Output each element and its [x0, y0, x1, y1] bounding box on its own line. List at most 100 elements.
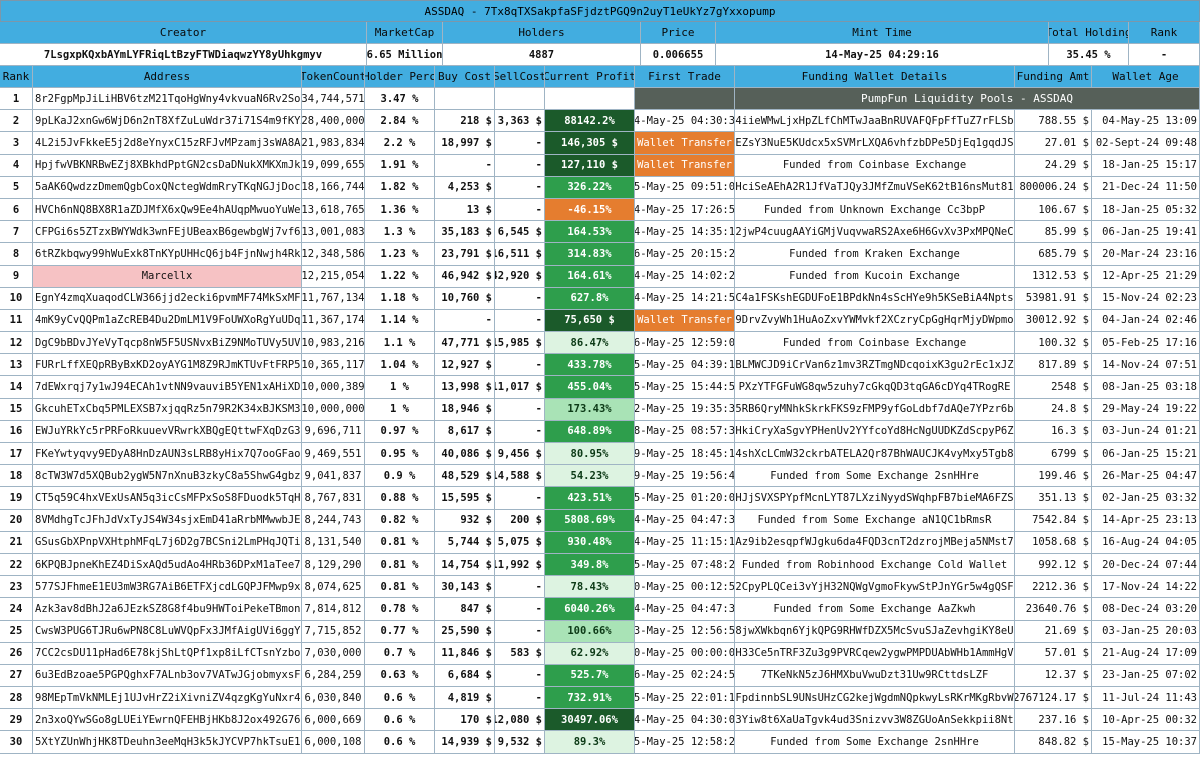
address-cell[interactable]: 5aAK6QwdzzDmemQgbCoxQNctegWdmRryTKqNGJjD… — [33, 176, 302, 199]
address-cell[interactable]: CT5q59C4hxVExUsAN5q3icCsMFPxSoS8FDuodk5T… — [33, 487, 302, 510]
wallet-age-cell: 08-Jan-25 03:18 — [1092, 376, 1200, 399]
funding-wallet-cell[interactable]: Funded from Some Exchange 2snHHre — [735, 731, 1015, 754]
rank-cell: 17 — [0, 443, 33, 466]
address-cell[interactable]: 6KPQBJpneKhEZ4DiSxAQd5udAo4HRb36DPxM1aTe… — [33, 553, 302, 577]
buy-cost-cell: 15,595 $ — [435, 487, 495, 510]
address-cell[interactable]: EWJuYRkYc5rPRFoRkuuevVRwrkXBQgEQttwFXqDz… — [33, 420, 302, 443]
wallet-age-cell: 03-Jan-25 20:03 — [1092, 620, 1200, 643]
address-cell[interactable]: FURrLffXEQpRByBxKD2oyAYG1M8Z9RJmKTUvFtFR… — [33, 354, 302, 377]
address-cell[interactable]: HpjfwVBKNRBwEZj8XBkhdPptGN2csDaDNukXMKXm… — [33, 154, 302, 177]
table-row: 1 8r2FgpMpJiLiHBV6tzM21TqoHgWny4vkvuaN6Rv… — [0, 88, 1200, 111]
buy-cost-cell: 25,590 $ — [435, 620, 495, 643]
funding-wallet-cell[interactable]: Funded from Some Exchange 2snHHre — [735, 465, 1015, 488]
funding-wallet-cell[interactable]: 8jwXWkbqn6YjkQPG9RHWfDZX5McSvuSJaZevhgiK… — [735, 620, 1015, 643]
funding-wallet-cell[interactable]: FpdinnbSL9UNsUHzCG2kejWgdmNQpkwyLsRKrMKg… — [735, 687, 1015, 710]
first-trade-cell: 19-May-25 18:45:18 — [635, 443, 735, 466]
first-trade-cell: 23-May-25 12:56:59 — [635, 620, 735, 643]
token-count-cell: 11,767,134 — [302, 287, 365, 310]
funding-wallet-cell[interactable]: Funded from Coinbase Exchange — [735, 154, 1015, 177]
buy-cost-cell: 5,744 $ — [435, 531, 495, 554]
funding-amt-cell: 848.82 $ — [1015, 731, 1092, 754]
token-count-cell: 9,469,551 — [302, 443, 365, 466]
address-cell[interactable]: 4L2i5JvFkkeE5j2d8eYnyxC15zRFJvMPzamj3sWA… — [33, 132, 302, 155]
funding-wallet-cell[interactable]: 2jwP4cuugAAYiGMjVuqvwaRS2Axe6H6GvXv3PxMP… — [735, 221, 1015, 244]
buy-cost-cell: 47,771 $ — [435, 332, 495, 355]
rank-cell: 30 — [0, 731, 33, 754]
funding-wallet-cell[interactable]: Funded from Unknown Exchange Cc3bpP — [735, 198, 1015, 222]
address-cell[interactable]: HVCh6nNQ8BX8R1aZDJMfX6xQw9Ee4hAUqpMwuoYu… — [33, 198, 302, 222]
address-cell[interactable]: 577SJFhmeE1EU3mW3RG7AiB6ETFXjcdLGQPJFMwp… — [33, 576, 302, 599]
holder-perc-cell: 1 % — [365, 376, 435, 399]
sell-cost-cell: 6,545 $ — [495, 221, 545, 244]
address-cell[interactable]: Marcellx — [33, 265, 302, 288]
funding-wallet-cell[interactable]: Funded from Some Exchange aN1QC1bRmsR — [735, 509, 1015, 532]
buy-cost-cell: 23,791 $ — [435, 243, 495, 266]
address-cell[interactable]: 8r2FgpMpJiLiHBV6tzM21TqoHgWny4vkvuaN6Rv2… — [33, 88, 302, 111]
funding-wallet-cell[interactable]: HciSeAEhA2R1JfVaTJQy3JMfZmuVSeK62tB16nsM… — [735, 176, 1015, 199]
token-count-cell: 10,000,000 — [302, 398, 365, 421]
funding-wallet-cell[interactable]: Funded from Coinbase Exchange — [735, 332, 1015, 355]
funding-wallet-cell[interactable]: 3Yiw8t6XaUaTgvk4ud3Snizvv3W8ZGUoAnSekkpi… — [735, 709, 1015, 732]
funding-wallet-cell[interactable]: Funded from Kraken Exchange — [735, 243, 1015, 266]
funding-wallet-cell[interactable]: Az9ib2esqpfWJgku6da4FQD3cnT2dzrojMBeja5N… — [735, 531, 1015, 554]
funding-wallet-cell[interactable]: 4shXcLCmW32ckrbATELA2Qr87BhWAUCJK4vyMxy5… — [735, 443, 1015, 466]
address-cell[interactable]: 4mK9yCvQQPm1aZcREB4Du2DmLM1V9FoUWXoRgYuU… — [33, 309, 302, 333]
funding-wallet-cell[interactable]: 9DrvZvyWh1HuAoZxvYWMvkf2XCzryCpGgHqrMjyD… — [735, 309, 1015, 333]
address-cell[interactable]: 6tRZkbqwy99hWuExk8TnKYpUHHcQ6jb4FjnNwjh4… — [33, 243, 302, 266]
address-cell[interactable]: 9pLKaJ2xnGw6WjD6n2nT8XfZuLuWdr37i71S4m9f… — [33, 110, 302, 133]
token-count-cell: 11,367,174 — [302, 309, 365, 333]
address-cell[interactable]: FKeYwtyqvy9EDyA8HnDzAUN3sLRB8yHix7Q7ooGF… — [33, 443, 302, 466]
address-cell[interactable]: GkcuhETxCbq5PMLEXSB7xjqqRz5n79R2K34xBJKS… — [33, 398, 302, 421]
address-cell[interactable]: EgnY4zmqXuaqodCLW366jjd2ecki6pvmMF74MkSx… — [33, 287, 302, 310]
address-cell[interactable]: 8VMdhgTcJFhJdVxTyJS4W34sjxEmD41aRrbMMwwb… — [33, 509, 302, 532]
first-trade-cell: Wallet Transfer — [635, 309, 735, 333]
funding-wallet-cell[interactable]: BLMWCJD9iCrVan6z1mv3RZTmgNDcqoixK3gu2rEc… — [735, 354, 1015, 377]
sell-cost-cell: 11,017 $ — [495, 376, 545, 399]
buy-cost-cell: - — [435, 154, 495, 177]
address-cell[interactable]: CFPGi6s5ZTzxBWYWdk3wnFEjUBeaxB6gewbgWj7v… — [33, 221, 302, 244]
funding-wallet-cell[interactable]: Funded from Some Exchange AaZkwh — [735, 598, 1015, 621]
buy-cost-cell: 8,617 $ — [435, 420, 495, 443]
funding-wallet-cell[interactable]: Funded from Kucoin Exchange — [735, 265, 1015, 288]
token-count-cell: 28,400,000 — [302, 110, 365, 133]
holder-perc-cell: 1.82 % — [365, 176, 435, 199]
address-cell[interactable]: Azk3av8dBhJ2a6JEzkSZ8G8f4bu9HWToiPekeTBm… — [33, 598, 302, 621]
rank-cell: 1 — [0, 88, 33, 111]
address-cell[interactable]: 6u3EdBzoae5PGPQghxF7ALnb3ov7VATwJGjobmyx… — [33, 664, 302, 688]
address-cell[interactable]: 98MEpTmVkNMLEj1UJvHrZ2iXivniZV4qzgKgYuNx… — [33, 687, 302, 710]
funding-wallet-cell[interactable]: 2CpyPLQCei3vYjH32NQWgVgmoFkywStPJnYGr5w4… — [735, 576, 1015, 599]
funding-wallet-cell[interactable]: PXzYTFGFuWG8qw5zuhy7cGkqQD3tqGA6cDYq4TRo… — [735, 376, 1015, 399]
address-cell[interactable]: GSusGbXPnpVXHtphMFqL7j6D2g7BCSni2LmPHqJQ… — [33, 531, 302, 554]
address-cell[interactable]: 7dEWxrqj7y1wJ94ECAh1vtNN9vauviB5YEN1xAHi… — [33, 376, 302, 399]
rank-cell: 16 — [0, 420, 33, 443]
funding-wallet-cell[interactable]: 4iieWMwLjxHpZLfChMTwJaaBnRUVAFQFpFfTuZ7r… — [735, 110, 1015, 133]
funding-wallet-cell[interactable]: HJjSVXSPYpfMcnLYT87LXziNyydSWqhpFB7bieMA… — [735, 487, 1015, 510]
address-cell[interactable]: 2n3xoQYwSGo8gLUEiYEwrnQFEHBjHKb8J2ox492G… — [33, 709, 302, 732]
address-cell[interactable]: 7CC2csDU11pHad6E78kjShLtQPf1xp8iLfCTsnYz… — [33, 642, 302, 665]
funding-wallet-cell[interactable]: C4a1FSKshEGDUFoE1BPdkNn4sScHYe9h5KSeBiA4… — [735, 287, 1015, 310]
funding-wallet-cell[interactable]: H33Ce5nTRF3Zu3g9PVRCqew2ygwPMPDUAbWHb1Am… — [735, 642, 1015, 665]
funding-wallet-cell[interactable]: 5RB6QryMNhkSkrkFKS9zFMP9yfGoLdbf7dAQe7YP… — [735, 398, 1015, 421]
creator-address[interactable]: 7LsgxpKQxbAYmLYFRiqLtBzyFTWDiaqwzYY8yUhk… — [0, 44, 367, 66]
current-profit-cell: 6040.26% — [545, 598, 635, 621]
table-row: 14 7dEWxrqj7y1wJ94ECAh1vtNN9vauviB5YEN1xA… — [0, 376, 1200, 399]
table-row: 8 6tRZkbqwy99hWuExk8TnKYpUHHcQ6jb4FjnNwjh… — [0, 243, 1200, 266]
current-profit-cell: 314.83% — [545, 243, 635, 266]
address-cell[interactable]: 5XtYZUnWhjHK8TDeuhn3eeMqH3k5kJYCVP7hkTsu… — [33, 731, 302, 754]
funding-wallet-cell[interactable]: EZsY3NuE5KUdcx5xSVMrLXQA6vhfzbDPe5DjEq1g… — [735, 132, 1015, 155]
address-cell[interactable]: 8cTW3W7d5XQBub2ygW5N7nXnuB3zkyC8a5ShwG4g… — [33, 465, 302, 488]
wallet-age-cell: 11-Jul-24 11:43 — [1092, 687, 1200, 710]
buy-cost-cell: 170 $ — [435, 709, 495, 732]
wallet-age-cell: 21-Dec-24 11:50 — [1092, 176, 1200, 199]
address-cell[interactable]: CwsW3PUG6TJRu6wPN8C8LuWVQpFx3JMfAigUVi6g… — [33, 620, 302, 643]
address-cell[interactable]: DgC9bBDvJYeVyTqcp8nW5F5USNvxBiZ9NMoTUVy5… — [33, 332, 302, 355]
funding-wallet-cell[interactable]: HkiCryXaSgvYPHenUv2YYfcoYd8HcNgUUDKZdScp… — [735, 420, 1015, 443]
token-count-cell: 13,618,765 — [302, 198, 365, 222]
sell-cost-cell: 9,532 $ — [495, 731, 545, 754]
funding-wallet-cell[interactable]: 7TKeNkN5zJ6HMXbuVwuDzt31Uw9RCttdsLZF — [735, 664, 1015, 688]
funding-wallet-cell[interactable]: Funded from Robinhood Exchange Cold Wall… — [735, 553, 1015, 577]
holder-perc-cell: 1.14 % — [365, 309, 435, 333]
first-trade-cell: 20-May-25 00:00:07 — [635, 642, 735, 665]
funding-amt-cell: 237.16 $ — [1015, 709, 1092, 732]
rank-cell: 23 — [0, 576, 33, 599]
